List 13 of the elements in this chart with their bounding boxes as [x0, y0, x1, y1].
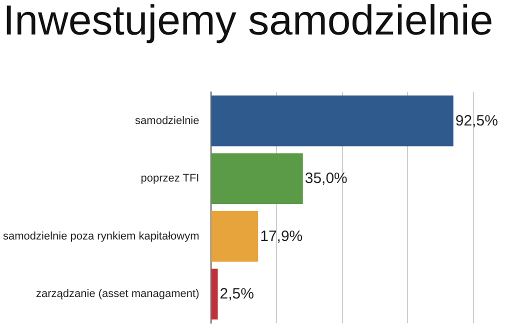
y-tick-label: samodzielnie — [135, 114, 200, 127]
y-tick-label: poprzez TFI — [140, 172, 200, 185]
bar — [211, 268, 218, 320]
data-label: 92,5% — [455, 112, 498, 130]
data-label: 2,5% — [220, 286, 254, 303]
y-tick-label: samodzielnie poza rynkiem kapitałowym — [3, 230, 200, 242]
bar — [211, 210, 258, 262]
data-label: 35,0% — [304, 170, 348, 188]
data-label: 17,9% — [260, 228, 303, 245]
bar — [211, 95, 454, 146]
y-tick-label: zarządzanie (asset managament) — [36, 288, 200, 300]
chart-title: Inwestujemy samodzielnie — [3, 0, 494, 44]
bar — [211, 153, 303, 204]
